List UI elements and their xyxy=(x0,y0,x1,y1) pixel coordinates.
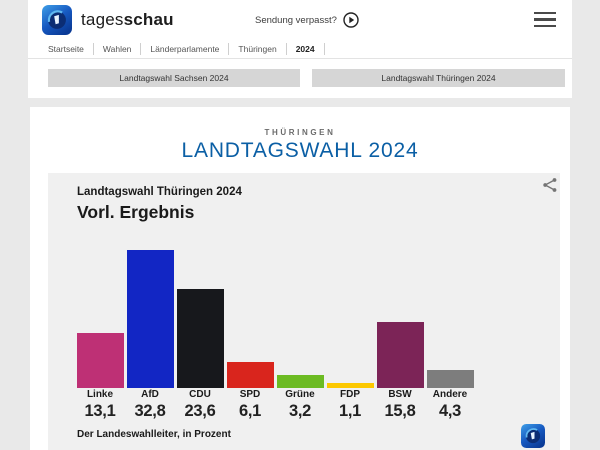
bar-slot xyxy=(375,322,425,388)
tagesschau-watermark-icon xyxy=(521,424,545,448)
chart-title: Landtagswahl Thüringen 2024 xyxy=(77,186,242,198)
breadcrumb-item[interactable]: Thüringen xyxy=(238,43,277,54)
party-label: Andere xyxy=(432,389,468,400)
bar-Grüne xyxy=(276,375,324,388)
bar-BSW xyxy=(376,322,424,388)
sendung-verpasst-label: Sendung verpasst? xyxy=(255,14,337,26)
party-value: 32,8 xyxy=(134,402,166,420)
tagesschau-logo[interactable]: tagesschau xyxy=(42,5,174,35)
chart-source: Der Landeswahlleiter, in Prozent xyxy=(77,429,231,440)
bar-slot xyxy=(325,383,375,388)
breadcrumb-item[interactable]: Länderparlamente xyxy=(150,43,220,54)
party-label: AfD xyxy=(141,389,159,400)
election-result-chart: Landtagswahl Thüringen 2024 Vorl. Ergebn… xyxy=(48,173,560,450)
bar-slot xyxy=(75,333,125,388)
bar-AfD xyxy=(126,250,174,388)
bar-CDU xyxy=(176,289,224,388)
values-row: 13,1 32,8 23,6 6,1 3,2 1,1 15,8 4,3 xyxy=(75,402,475,421)
sendung-verpasst-button[interactable]: Sendung verpasst? xyxy=(255,9,359,31)
tagesschau-globe-icon xyxy=(42,5,72,35)
party-value: 15,8 xyxy=(384,402,416,420)
election-tab-row: Landtagswahl Sachsen 2024 Landtagswahl T… xyxy=(48,69,565,87)
party-value: 13,1 xyxy=(84,402,116,420)
party-value: 6,1 xyxy=(238,402,262,420)
bar-slot xyxy=(175,289,225,388)
region-kicker: THÜRINGEN xyxy=(264,128,336,137)
hamburger-menu-icon[interactable] xyxy=(534,12,556,27)
breadcrumb-separator xyxy=(323,42,325,55)
party-value: 1,1 xyxy=(338,402,362,420)
party-label: BSW xyxy=(388,389,412,400)
brand-wordmark: tagesschau xyxy=(81,10,174,29)
breadcrumb-separator xyxy=(285,42,287,55)
breadcrumb-separator xyxy=(140,42,142,55)
bar-FDP xyxy=(326,383,374,388)
party-label: Linke xyxy=(86,389,114,400)
party-label: FDP xyxy=(340,389,360,400)
chart-subtitle: Vorl. Ergebnis xyxy=(77,202,195,222)
breadcrumb-item[interactable]: Wahlen xyxy=(102,43,132,54)
play-icon xyxy=(343,12,359,28)
main-content: THÜRINGEN LANDTAGSWAHL 2024 Landtagswahl… xyxy=(30,107,570,450)
party-label: Grüne xyxy=(285,389,315,400)
breadcrumb-item[interactable]: Startseite xyxy=(48,43,84,54)
party-label: CDU xyxy=(189,389,211,400)
site-header: tagesschau Sendung verpasst? Startseite W… xyxy=(28,0,572,98)
breadcrumb-separator xyxy=(228,42,230,55)
bar-slot xyxy=(125,250,175,388)
bar-Andere xyxy=(426,370,474,388)
tab-landtagswahl-sachsen[interactable]: Landtagswahl Sachsen 2024 xyxy=(48,69,300,87)
tab-landtagswahl-thueringen[interactable]: Landtagswahl Thüringen 2024 xyxy=(312,69,565,87)
share-icon[interactable] xyxy=(542,177,558,193)
bar-slot xyxy=(225,362,275,388)
party-value: 23,6 xyxy=(184,402,216,420)
breadcrumb-separator xyxy=(92,42,94,55)
bar-Linke xyxy=(76,333,124,388)
party-value: 4,3 xyxy=(438,402,462,420)
bar-slot xyxy=(425,370,475,388)
party-label: SPD xyxy=(239,389,261,400)
bars-row xyxy=(75,248,475,388)
party-value: 3,2 xyxy=(288,402,312,420)
breadcrumb: Startseite Wahlen Länderparlamente Thüringe… xyxy=(48,40,325,57)
page-title: LANDTAGSWAHL 2024 xyxy=(181,139,419,162)
party-labels-row: Linke AfD CDU SPD Grüne FDP BSW Andere xyxy=(75,389,475,400)
bar-slot xyxy=(275,375,325,388)
bar-SPD xyxy=(226,362,274,388)
header-divider xyxy=(28,58,572,59)
breadcrumb-item[interactable]: 2024 xyxy=(295,43,315,54)
